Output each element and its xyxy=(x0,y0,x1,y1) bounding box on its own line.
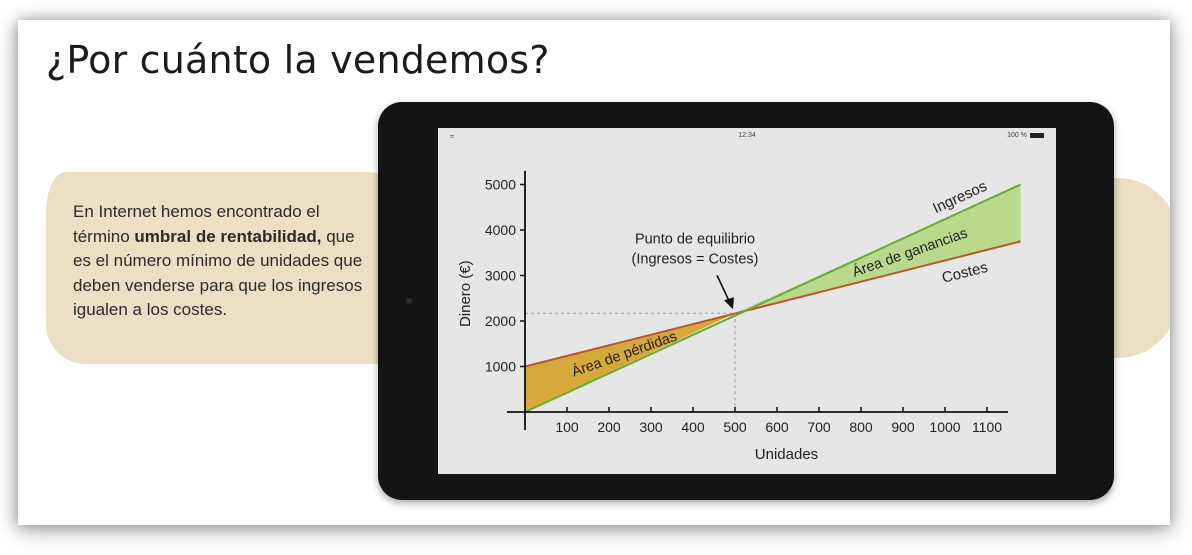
page-title: ¿Por cuánto la vendemos? xyxy=(46,38,550,82)
x-tick-label: 700 xyxy=(807,419,831,435)
costes-line xyxy=(524,240,1021,368)
battery-percent: 100 % xyxy=(1007,132,1027,139)
x-tick-label: 600 xyxy=(765,419,789,435)
break-even-chart: 1000 2000 3000 4000 5000 100 200 300 400 500 600 70… xyxy=(457,170,1022,463)
tablet-screen: ≈ 12:34 100 % 1000 2000 3000 4000 5000 100 200… xyxy=(438,128,1056,474)
break-even-annotation-line1: Punto de equilibrio xyxy=(635,231,755,247)
x-axis-label: Unidades xyxy=(755,446,818,463)
status-bar: ≈ 12:34 100 % xyxy=(438,128,1056,144)
y-tick-label: 1000 xyxy=(485,359,516,375)
info-text-part: En Internet hemos encontrado el término xyxy=(73,202,320,246)
x-tick-label: 1100 xyxy=(972,419,1002,435)
x-tick-label: 900 xyxy=(891,419,915,435)
tablet-camera xyxy=(406,298,412,304)
y-tick-label: 2000 xyxy=(485,313,516,329)
ingresos-line xyxy=(524,183,1022,413)
x-tick-label: 800 xyxy=(849,419,873,435)
y-axis-label: Dinero (€) xyxy=(457,260,474,327)
wifi-icon: ≈ xyxy=(450,132,455,141)
info-background-shape xyxy=(46,172,426,364)
info-text: En Internet hemos encontrado el término … xyxy=(73,200,363,323)
info-text-highlight: umbral de rentabilidad, xyxy=(134,226,322,246)
tablet-device: ≈ 12:34 100 % 1000 2000 3000 4000 5000 100 200… xyxy=(378,102,1114,500)
break-even-arrow-head xyxy=(724,297,734,310)
y-tick-label: 5000 xyxy=(485,177,516,193)
battery-status: 100 % xyxy=(1007,132,1044,139)
info-text-part: que es el número mínimo de unidades que … xyxy=(73,226,363,320)
break-even-annotation-line2: (Ingresos = Costes) xyxy=(632,251,759,267)
y-tick-label: 3000 xyxy=(485,268,516,284)
x-tick-label: 500 xyxy=(723,419,747,435)
x-tick-label: 1000 xyxy=(929,419,960,435)
status-time: 12:34 xyxy=(738,132,756,139)
x-tick-label: 300 xyxy=(639,419,663,435)
battery-icon xyxy=(1030,132,1044,138)
costes-label: Costes xyxy=(940,259,989,287)
x-tick-label: 100 xyxy=(555,419,579,435)
y-tick-label: 4000 xyxy=(485,222,516,238)
x-tick-label: 200 xyxy=(597,419,621,435)
x-tick-label: 400 xyxy=(681,419,705,435)
slide: ¿Por cuánto la vendemos? En Internet hem… xyxy=(18,20,1170,525)
